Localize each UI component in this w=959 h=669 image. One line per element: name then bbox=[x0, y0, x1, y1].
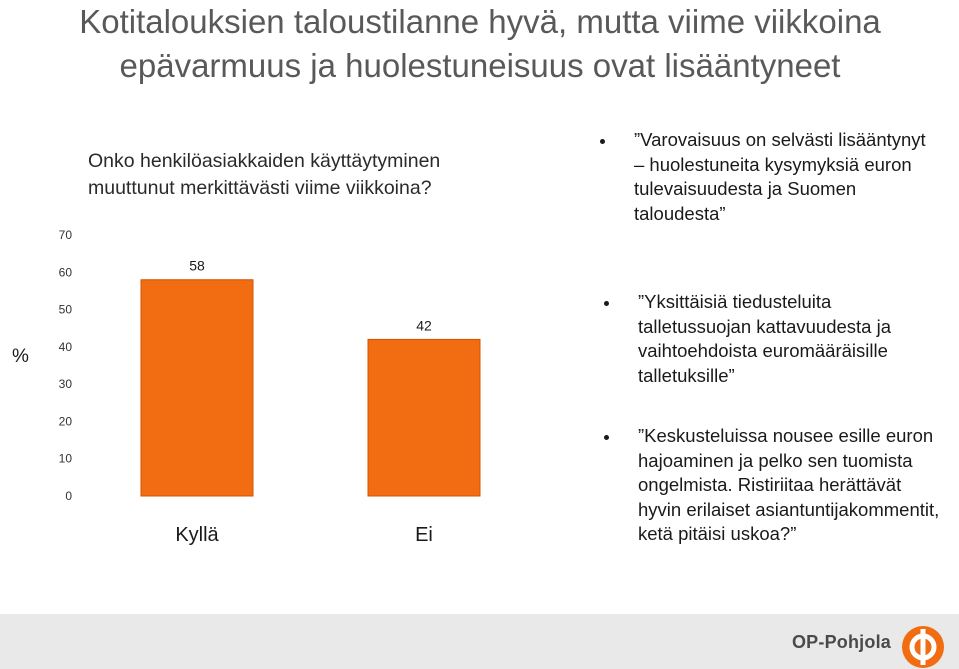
y-axis-label: % bbox=[12, 346, 29, 367]
slide-title-line-2: epävarmuus ja huolestuneisuus ovat lisää… bbox=[119, 47, 841, 84]
bullet-item: ”Keskusteluissa nousee esille euron hajo… bbox=[604, 424, 940, 547]
slide-title: Kotitalouksien taloustilanne hyvä, mutta… bbox=[30, 0, 930, 88]
bar-chart: 0 10 20 30 40 50 60 70 58 42 Kyllä Ei % bbox=[12, 228, 481, 546]
brand-name: OP-Pohjola bbox=[791, 632, 891, 652]
y-tick-label: 20 bbox=[59, 414, 73, 428]
category-labels: Kyllä Ei bbox=[175, 524, 433, 546]
y-tick-label: 10 bbox=[59, 452, 73, 466]
y-tick-label: 0 bbox=[65, 489, 72, 503]
bar-value-label: 58 bbox=[189, 258, 205, 274]
category-label: Kyllä bbox=[175, 524, 219, 546]
y-axis: 0 10 20 30 40 50 60 70 bbox=[59, 228, 73, 503]
bullet-dot-icon bbox=[604, 435, 609, 440]
y-tick-label: 40 bbox=[59, 340, 73, 354]
data-labels: 58 42 bbox=[189, 258, 432, 334]
footer-band bbox=[0, 614, 959, 669]
y-tick-label: 30 bbox=[59, 377, 73, 391]
bar-value-label: 42 bbox=[416, 317, 432, 333]
y-tick-label: 60 bbox=[59, 265, 73, 279]
slide-title-line-1: Kotitalouksien taloustilanne hyvä, mutta… bbox=[79, 3, 881, 40]
bar-kyllä bbox=[140, 279, 254, 497]
chart-question: Onko henkilöasiakkaiden käyttäytyminen m… bbox=[88, 150, 441, 199]
category-label: Ei bbox=[415, 524, 433, 546]
bullet-text: ”Yksittäisiä tiedusteluita talletussuoja… bbox=[638, 291, 892, 386]
bullet-item: ”Yksittäisiä tiedusteluita talletussuoja… bbox=[604, 290, 940, 388]
bars bbox=[140, 279, 481, 497]
bullet-text: ”Varovaisuus on selvästi lisääntynyt – h… bbox=[634, 129, 926, 224]
bullet-dot-icon bbox=[600, 139, 605, 144]
op-logo-icon bbox=[902, 626, 944, 668]
bullet-dot-icon bbox=[604, 301, 609, 306]
bar-ei bbox=[367, 338, 481, 497]
bullet-item: ”Varovaisuus on selvästi lisääntynyt – h… bbox=[600, 128, 940, 226]
y-tick-label: 50 bbox=[59, 303, 73, 317]
bullet-text: ”Keskusteluissa nousee esille euron hajo… bbox=[638, 425, 940, 544]
y-tick-label: 70 bbox=[59, 228, 73, 242]
